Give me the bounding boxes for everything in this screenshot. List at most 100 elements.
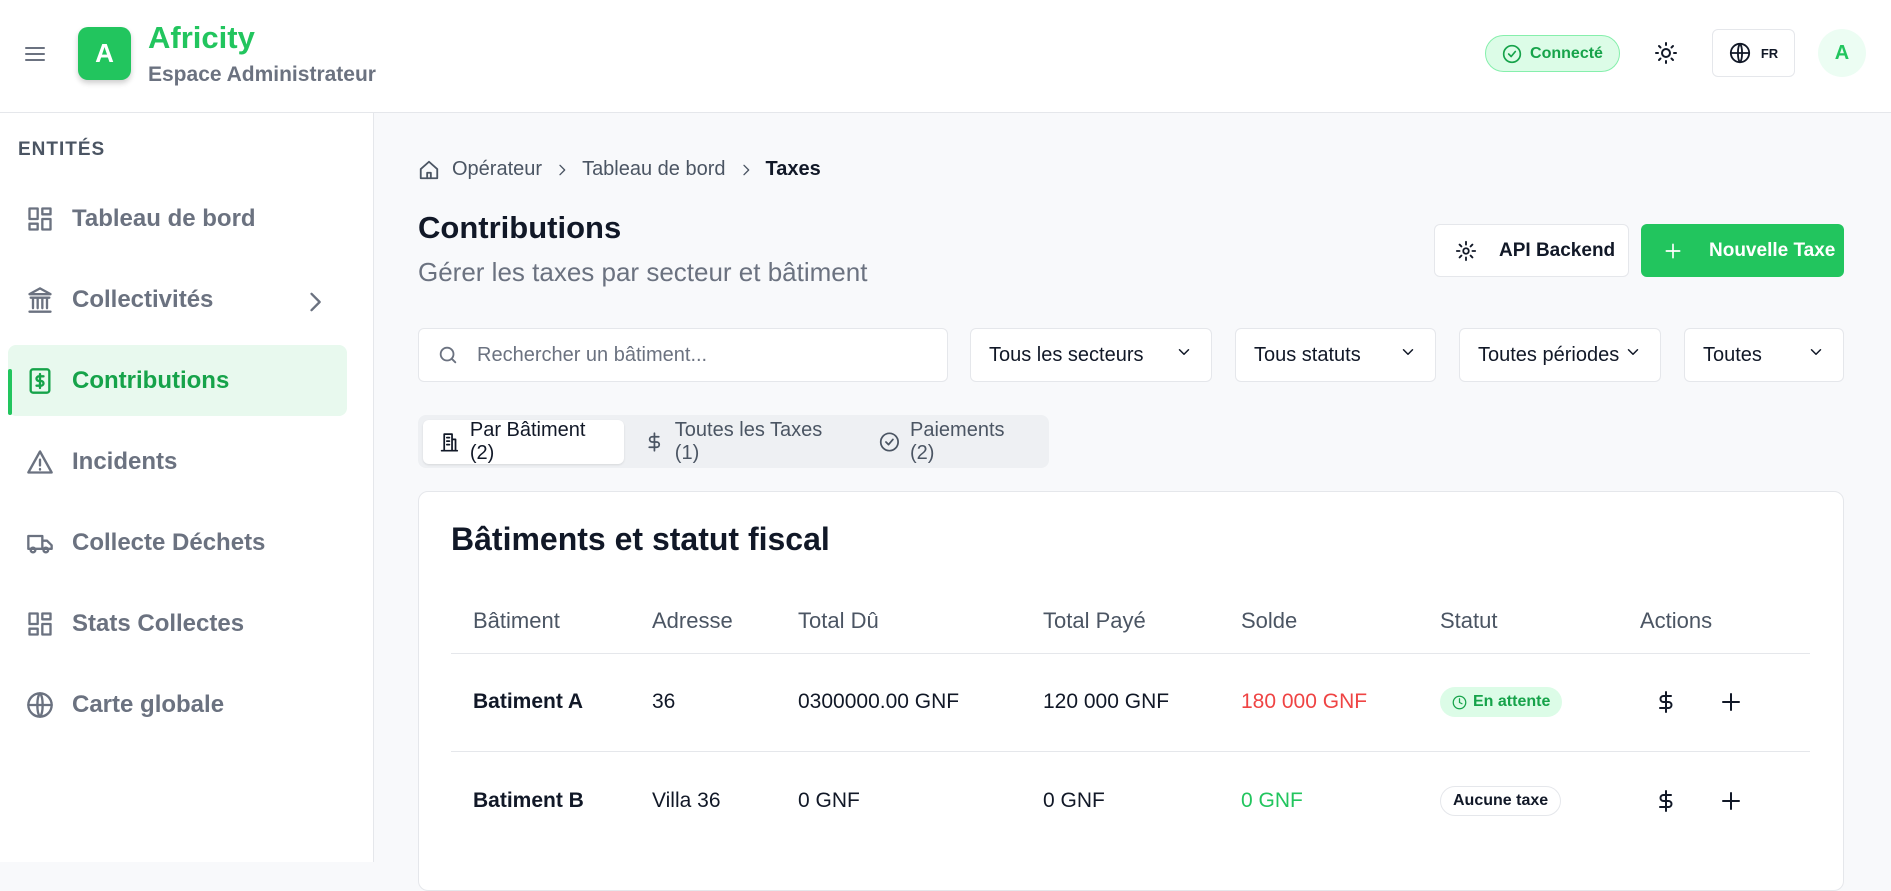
avatar[interactable]: A bbox=[1818, 29, 1866, 77]
cell: Batiment B bbox=[473, 789, 584, 813]
column-header-text: Actions bbox=[1640, 608, 1713, 633]
column-header: Total Dû bbox=[798, 608, 879, 634]
api-button[interactable]: API Backend bbox=[1434, 224, 1629, 277]
nav-label: Collecte Déchets bbox=[72, 529, 265, 557]
sidebar: ENTITÉS Tableau de bord Collectivités Cont… bbox=[0, 113, 374, 862]
crumb-sep bbox=[742, 164, 749, 175]
chevron-icon bbox=[1178, 349, 1190, 355]
theme-toggle[interactable] bbox=[1654, 41, 1678, 65]
status-text: Aucune taxe bbox=[1453, 792, 1549, 809]
nav-item[interactable]: Stats Collectes bbox=[8, 588, 347, 659]
nav-icon bbox=[29, 367, 51, 394]
search-icon bbox=[439, 346, 457, 364]
nav-icon bbox=[28, 286, 52, 313]
nav-icon bbox=[28, 206, 52, 231]
gear-icon bbox=[1455, 240, 1477, 261]
dropdown-arrow bbox=[1399, 343, 1417, 367]
nav-label: Collectivités bbox=[72, 286, 213, 314]
add-action[interactable] bbox=[1719, 789, 1743, 818]
filter-select[interactable]: Tous statuts bbox=[1235, 328, 1436, 382]
plus-icon bbox=[1665, 243, 1681, 258]
filter-select-text: Toutes bbox=[1703, 343, 1762, 366]
nav-item[interactable]: Tableau de bord bbox=[8, 183, 347, 254]
page-subtitle: Gérer les taxes par secteur et bâtiment bbox=[418, 257, 868, 287]
button-text: API Backend bbox=[1499, 239, 1616, 261]
cell-text: Batiment A bbox=[473, 690, 584, 713]
crumb[interactable]: Tableau de bord bbox=[582, 158, 726, 180]
tabs: Par Bâtiment (2) Toutes les Taxes (1) Pa… bbox=[418, 415, 1049, 468]
status-text: En attente bbox=[1473, 693, 1551, 710]
cell: 0300000.00 GNF bbox=[798, 690, 959, 714]
filter-select-text: Tous statuts bbox=[1254, 343, 1361, 366]
nav-label-text: Collectivités bbox=[72, 285, 214, 313]
search-input[interactable]: Rechercher un bâtiment... bbox=[418, 328, 948, 382]
nav-item-active[interactable]: Contributions bbox=[8, 345, 347, 416]
column-header: Actions bbox=[1640, 608, 1712, 634]
column-header-text: Total Payé bbox=[1043, 608, 1146, 633]
nav-item[interactable]: Collecte Déchets bbox=[8, 507, 347, 578]
cell: 120 000 GNF bbox=[1043, 690, 1169, 714]
active-indicator bbox=[8, 369, 12, 415]
tab[interactable]: Paiements (2) bbox=[863, 418, 1044, 464]
cell: 180 000 GNF bbox=[1241, 690, 1367, 714]
pay-action[interactable] bbox=[1654, 789, 1678, 818]
building-icon bbox=[440, 432, 459, 452]
breadcrumb: Opérateur Tableau de bord Taxes bbox=[418, 158, 821, 181]
nav-item[interactable]: Collectivités bbox=[8, 264, 347, 335]
chevron bbox=[301, 288, 329, 323]
column-header-text: Solde bbox=[1241, 608, 1298, 633]
column-header-text: Adresse bbox=[652, 608, 733, 633]
cell-text: 180 000 GNF bbox=[1241, 690, 1368, 713]
check-icon bbox=[1502, 44, 1522, 63]
cell: 0 GNF bbox=[798, 789, 860, 813]
nav-label-text: Contributions bbox=[72, 366, 230, 394]
tab-text: Par Bâtiment (2) bbox=[469, 418, 586, 464]
status: Aucune taxe bbox=[1453, 792, 1548, 810]
card bbox=[418, 491, 1844, 891]
cell: Batiment A bbox=[473, 690, 583, 714]
divider bbox=[451, 653, 1810, 654]
column-header-text: Total Dû bbox=[798, 608, 879, 633]
crumb-current: Taxes bbox=[765, 158, 821, 180]
clock-icon bbox=[1452, 695, 1467, 709]
brand: Africity bbox=[148, 20, 255, 55]
filter-select[interactable]: Tous les secteurs bbox=[970, 328, 1212, 382]
column-header: Adresse bbox=[652, 608, 733, 634]
add-action[interactable] bbox=[1719, 690, 1743, 719]
status-badge: Connecté bbox=[1485, 35, 1620, 72]
cell-text: 0 GNF bbox=[1043, 789, 1105, 812]
nav-item[interactable]: Incidents bbox=[8, 426, 347, 497]
nav-icon bbox=[27, 449, 53, 474]
nav-icon bbox=[27, 534, 53, 553]
home-icon bbox=[419, 160, 439, 179]
nav-label: Stats Collectes bbox=[72, 610, 244, 638]
menu-button[interactable] bbox=[24, 44, 46, 64]
cell: 0 GNF bbox=[1241, 789, 1303, 813]
new-tax-button[interactable]: Nouvelle Taxe bbox=[1641, 224, 1844, 277]
column-header: Bâtiment bbox=[473, 608, 560, 634]
dollar-icon bbox=[1659, 790, 1673, 812]
tab-active[interactable]: Par Bâtiment (2) bbox=[423, 418, 624, 464]
page-title: Contributions bbox=[418, 210, 622, 245]
cell: Villa 36 bbox=[652, 789, 721, 813]
placeholder: Rechercher un bâtiment... bbox=[477, 343, 708, 366]
nav-label: Incidents bbox=[72, 448, 177, 476]
filter-select-text: Tous les secteurs bbox=[989, 343, 1144, 366]
button-text: Nouvelle Taxe bbox=[1709, 239, 1836, 261]
filter-select[interactable]: Toutes périodes bbox=[1459, 328, 1661, 382]
tab-text: Paiements (2) bbox=[910, 418, 1005, 464]
chevron-icon bbox=[1627, 349, 1639, 355]
language-button[interactable]: FR bbox=[1712, 29, 1795, 77]
nav-label-text: Tableau de bord bbox=[72, 204, 256, 232]
crumb[interactable]: Opérateur bbox=[452, 158, 543, 180]
app: A Africity Espace Administrateur Connect… bbox=[0, 20, 1891, 891]
pay-action[interactable] bbox=[1654, 690, 1678, 719]
dropdown-arrow bbox=[1807, 343, 1825, 367]
tab[interactable]: Toutes les Taxes (1) bbox=[628, 419, 859, 464]
chevron-icon bbox=[1402, 349, 1414, 355]
nav-item[interactable]: Carte globale bbox=[8, 669, 347, 740]
filter-select[interactable]: Toutes bbox=[1684, 328, 1844, 382]
chevron-icon bbox=[1810, 349, 1822, 355]
dollar-icon bbox=[648, 431, 660, 452]
brand-subtitle: Espace Administrateur bbox=[148, 63, 376, 86]
